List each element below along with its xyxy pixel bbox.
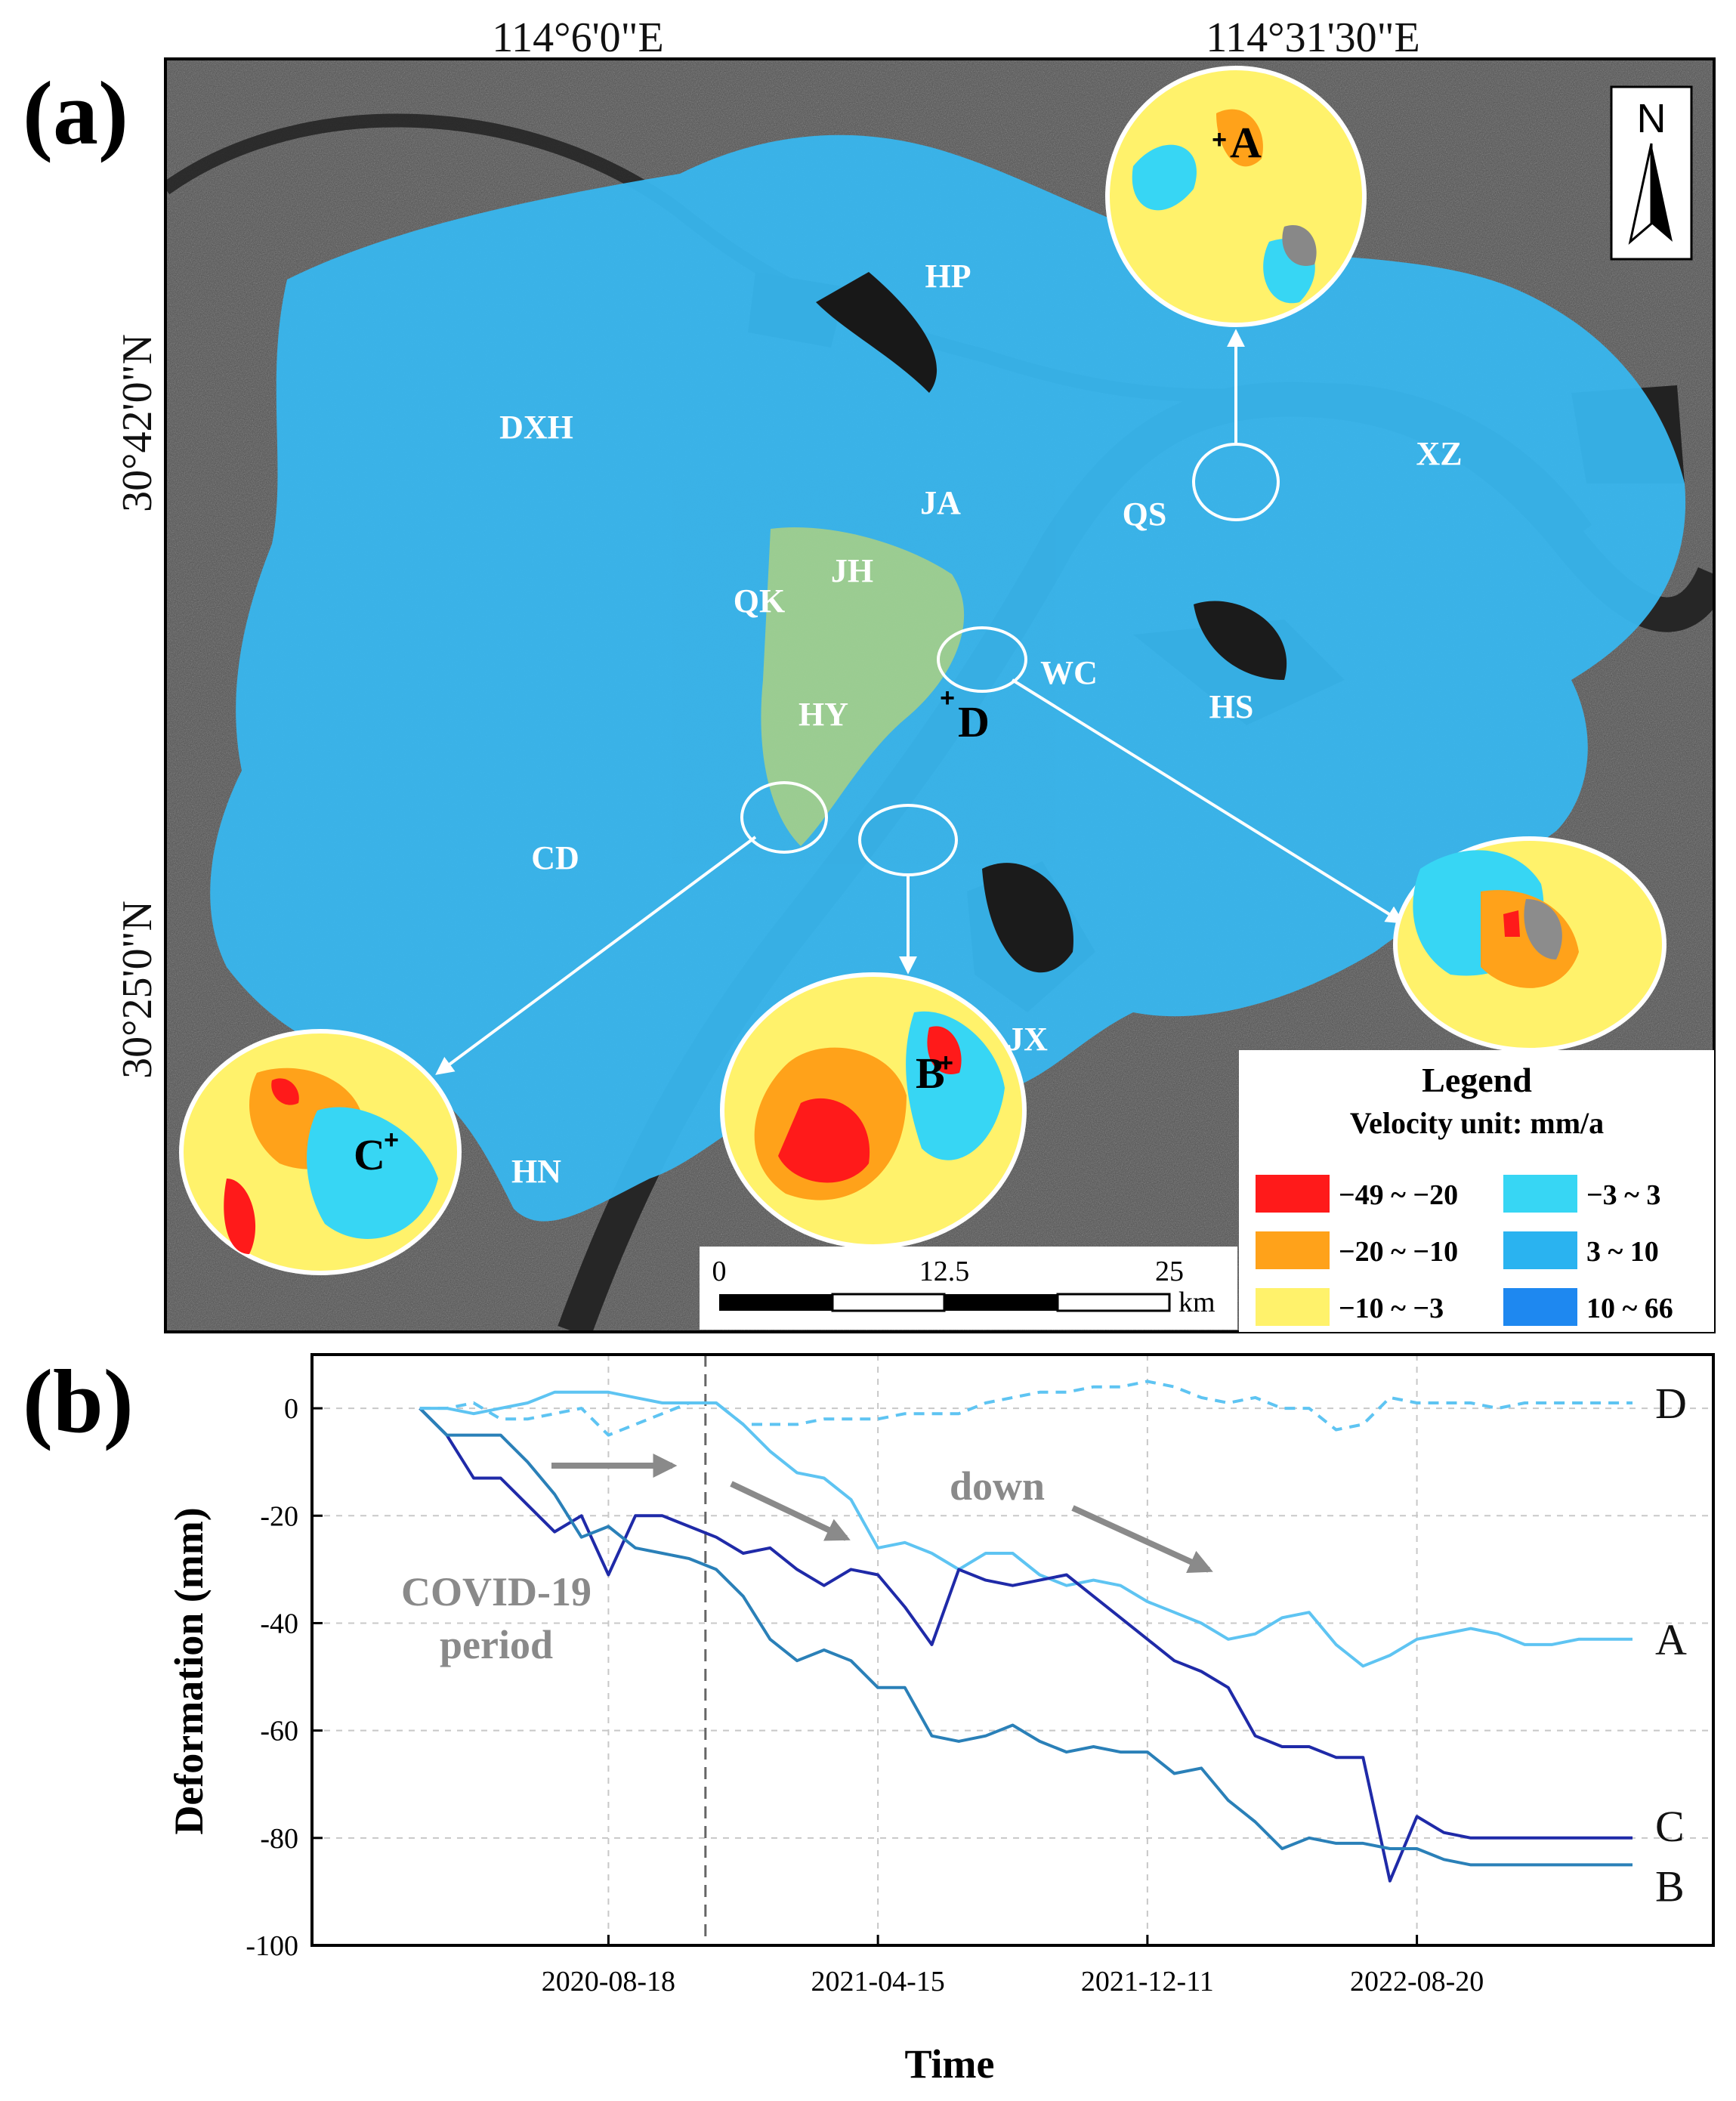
series-line-c xyxy=(419,1407,1633,1883)
legend-swatch-4 xyxy=(1503,1175,1577,1213)
series-end-labels: A CB D xyxy=(1655,1379,1687,1911)
series-end-label-b: B xyxy=(1655,1862,1685,1911)
point-b-label: B xyxy=(916,1049,945,1098)
region-circle-b xyxy=(858,804,958,876)
x-axis: 2020-08-18 2021-04-15 2021-12-11 2022-08-20 xyxy=(542,1935,1484,1997)
scale-label-0: 0 xyxy=(712,1256,727,1287)
plot-frame xyxy=(310,1353,1715,1947)
svg-text:+: + xyxy=(940,684,955,712)
district-dxh: DXH xyxy=(499,409,573,446)
point-a-label: A xyxy=(1230,118,1262,167)
svg-text:+: + xyxy=(1212,125,1227,154)
point-d-label: D xyxy=(958,697,990,746)
legend-swatch-2 xyxy=(1256,1231,1330,1269)
chart-series xyxy=(419,1380,1633,1883)
district-hn: HN xyxy=(511,1153,561,1190)
x-tick-label: 2020-08-18 xyxy=(542,1966,675,1997)
panel-b-label: (b) xyxy=(23,1351,134,1451)
district-cd: CD xyxy=(531,839,579,876)
region-circle-d xyxy=(937,626,1027,693)
chart-grid xyxy=(312,1355,1713,1945)
point-c-label: C xyxy=(354,1130,385,1179)
scale-unit: km xyxy=(1178,1287,1216,1318)
district-jx: JX xyxy=(1007,1021,1048,1058)
down-label: down xyxy=(950,1463,1045,1509)
x-tick-label: 2022-08-20 xyxy=(1350,1966,1484,1997)
x-tick-label: 2021-04-15 xyxy=(811,1966,944,1997)
lon-tick-1: 114°6'0"E xyxy=(492,14,663,61)
lat-tick-1: 30°42'0"N xyxy=(114,334,161,512)
legend-swatch-5 xyxy=(1503,1231,1577,1269)
chart-annotations: COVID-19 period down xyxy=(401,1454,1213,1667)
y-axis: 0 -20 -40 -60 -80 -100 xyxy=(246,1393,323,1962)
trend-arrow-down-2 xyxy=(1071,1505,1213,1573)
inset-b xyxy=(720,972,1027,1249)
district-ja: JA xyxy=(920,484,961,521)
lon-tick-2: 114°31'30"E xyxy=(1206,14,1419,61)
map-frame xyxy=(164,57,1716,1333)
district-hp: HP xyxy=(925,258,971,295)
svg-text:+: + xyxy=(938,1049,953,1077)
legend-label-6: 10 ~ 66 xyxy=(1586,1293,1673,1324)
y-tick-label: -60 xyxy=(260,1716,298,1747)
north-arrow: N xyxy=(1610,85,1693,261)
y-tick-label: -100 xyxy=(246,1930,298,1962)
scale-label-25: 25 xyxy=(1155,1256,1184,1287)
series-line-a xyxy=(419,1390,1633,1668)
series-end-label-d: D xyxy=(1655,1379,1687,1428)
panel-a-label: (a) xyxy=(23,63,128,163)
svg-text:+: + xyxy=(384,1126,399,1154)
legend: Legend Velocity unit: mm/a −49 ~ −20 −20… xyxy=(1239,1050,1714,1332)
y-tick-label: -20 xyxy=(260,1500,298,1532)
lat-tick-2: 30°25'0"N xyxy=(114,901,161,1079)
north-label: N xyxy=(1637,96,1666,141)
legend-label-1: −49 ~ −20 xyxy=(1339,1179,1458,1211)
trend-arrows xyxy=(551,1454,1213,1573)
x-tick-label: 2021-12-11 xyxy=(1081,1966,1214,1997)
inset-a xyxy=(1105,66,1367,327)
y-tick-label: -40 xyxy=(260,1608,298,1639)
district-qs: QS xyxy=(1123,496,1167,533)
inset-c xyxy=(179,1029,462,1275)
series-end-label-a: A xyxy=(1655,1615,1687,1664)
district-hs: HS xyxy=(1209,688,1254,725)
district-qk: QK xyxy=(734,582,785,619)
legend-swatch-3 xyxy=(1256,1288,1330,1326)
series-end-label-c: C xyxy=(1655,1802,1685,1851)
scale-label-12-5: 12.5 xyxy=(919,1256,970,1287)
district-hy: HY xyxy=(798,696,848,733)
series-line-d xyxy=(419,1380,1633,1437)
y-tick-label: 0 xyxy=(284,1393,298,1425)
district-jh: JH xyxy=(831,552,873,589)
series-line-b xyxy=(419,1407,1633,1867)
legend-label-2: −20 ~ −10 xyxy=(1339,1236,1458,1268)
trend-arrow-down-1 xyxy=(730,1481,851,1541)
legend-subtitle: Velocity unit: mm/a xyxy=(1350,1106,1604,1140)
covid-label-line1: COVID-19 xyxy=(401,1569,592,1614)
callout-arrows xyxy=(435,329,1405,1075)
y-tick-label: -80 xyxy=(260,1823,298,1855)
deformation-chart: 0-20-40-60-80-100 2020-08-18 2021-04-15 20… xyxy=(246,1353,1715,1997)
legend-label-3: −10 ~ −3 xyxy=(1339,1293,1444,1324)
legend-title: Legend xyxy=(1422,1061,1532,1099)
legend-swatch-6 xyxy=(1503,1288,1577,1326)
region-circle-c xyxy=(740,781,828,854)
legend-swatch-1 xyxy=(1256,1175,1330,1213)
inset-d xyxy=(1393,836,1666,1052)
legend-label-5: 3 ~ 10 xyxy=(1586,1236,1659,1268)
covid-label-line2: period xyxy=(440,1622,553,1667)
district-wc: WC xyxy=(1040,654,1098,691)
district-xz: XZ xyxy=(1416,435,1462,472)
scale-bar: 0 12.5 25 km xyxy=(700,1247,1237,1330)
point-markers: + + + + xyxy=(384,125,1227,1154)
x-axis-title: Time xyxy=(905,2041,995,2087)
y-axis-title: Deformation (mm) xyxy=(166,1507,212,1834)
legend-label-4: −3 ~ 3 xyxy=(1586,1179,1660,1211)
